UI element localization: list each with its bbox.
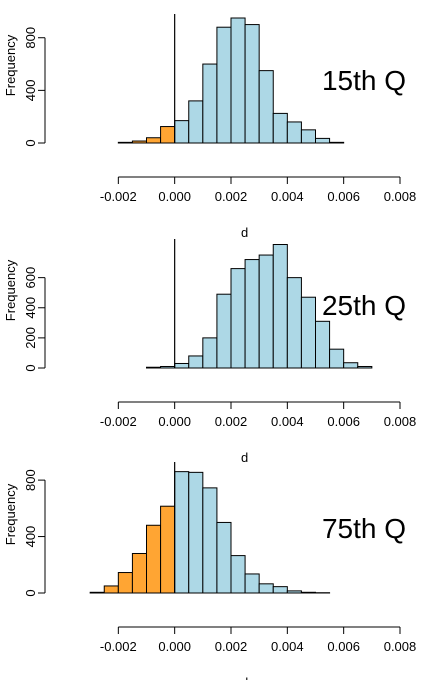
x-tick-label: 0.008	[384, 414, 417, 429]
histogram-bar	[300, 129, 316, 144]
x-tick-label: 0.006	[327, 639, 360, 654]
histogram-bar	[146, 366, 162, 369]
histogram-bar	[216, 26, 232, 144]
histogram-bar	[174, 362, 190, 369]
y-tick-label: 600	[23, 267, 38, 289]
x-tick-label: 0.006	[327, 189, 360, 204]
histogram-bar	[117, 572, 133, 594]
x-tick-label: 0.000	[158, 414, 191, 429]
x-axis-title: d	[241, 675, 248, 680]
histogram-bar	[103, 585, 119, 594]
x-tick-label: 0.004	[271, 639, 304, 654]
x-tick-label: 0.008	[384, 639, 417, 654]
histogram-bar	[272, 112, 288, 144]
x-tick-label: 0.002	[215, 639, 248, 654]
x-tick-label: 0.002	[215, 189, 248, 204]
histogram-bar	[272, 244, 288, 369]
y-tick-label: 0	[23, 364, 38, 371]
histogram-bar	[230, 268, 246, 369]
histogram-bar	[329, 348, 345, 369]
histogram-bar	[300, 591, 316, 594]
histogram-bar	[174, 471, 190, 594]
x-tick-label: 0.004	[271, 189, 304, 204]
y-tick-label: 400	[23, 80, 38, 102]
histogram-bar	[131, 140, 148, 144]
x-tick-label: -0.002	[100, 639, 137, 654]
histogram-bar	[244, 259, 260, 369]
histogram-bar	[117, 141, 133, 144]
y-tick-label: 400	[23, 297, 38, 319]
histogram-bar	[89, 591, 105, 594]
x-tick-label: 0.000	[158, 189, 191, 204]
histogram-bar	[188, 100, 204, 144]
histogram-bar	[188, 355, 204, 369]
panel-label: 15th Q	[322, 65, 406, 96]
histogram-bar	[258, 70, 274, 144]
histogram-bar	[160, 365, 176, 369]
histogram-bar	[188, 471, 204, 594]
x-tick-label: 0.002	[215, 414, 248, 429]
histogram-bar	[258, 583, 274, 594]
histogram-bar	[300, 296, 316, 369]
histogram-bar	[343, 362, 359, 369]
histogram-bar	[146, 524, 162, 594]
histogram-bar	[244, 24, 260, 144]
histogram-bar	[146, 137, 162, 144]
y-axis-title: Frequency	[3, 259, 18, 321]
histogram-bar	[160, 505, 176, 594]
histogram-bar	[202, 337, 218, 369]
histogram-bar	[286, 121, 302, 144]
x-tick-label: -0.002	[100, 189, 137, 204]
x-tick-label: 0.004	[271, 414, 304, 429]
panel-label: 75th Q	[322, 513, 406, 544]
histogram-bar	[131, 552, 148, 594]
y-axis-title: Frequency	[3, 34, 18, 96]
histogram-bar	[202, 63, 218, 144]
y-tick-label: 0	[23, 139, 38, 146]
y-tick-label: 800	[23, 27, 38, 49]
x-axis-title: d	[241, 450, 248, 465]
histogram-bar	[329, 141, 345, 144]
x-tick-label: 0.000	[158, 639, 191, 654]
histogram-bar	[230, 17, 246, 144]
histogram-bar	[216, 521, 232, 594]
histogram-bar	[244, 573, 260, 594]
histogram-bar	[286, 590, 302, 594]
histogram-bar	[315, 137, 331, 144]
histogram-bar	[174, 120, 190, 144]
histogram-bar	[286, 277, 302, 369]
histogram-bar	[272, 586, 288, 594]
histogram-bar	[202, 487, 218, 594]
y-tick-label: 0	[23, 589, 38, 596]
y-axis-title: Frequency	[3, 483, 18, 545]
panel-label: 25th Q	[322, 290, 406, 321]
histogram-bar	[315, 320, 331, 369]
x-tick-label: 0.006	[327, 414, 360, 429]
y-tick-label: 200	[23, 327, 38, 349]
x-tick-label: 0.008	[384, 189, 417, 204]
histogram-bar	[230, 555, 246, 594]
y-tick-label: 400	[23, 526, 38, 548]
histogram-bar	[258, 254, 274, 369]
x-axis-title: d	[241, 225, 248, 240]
histogram-bar	[357, 365, 373, 369]
y-tick-label: 800	[23, 469, 38, 491]
histogram-bar	[160, 126, 176, 144]
x-tick-label: -0.002	[100, 414, 137, 429]
histogram-bar	[216, 293, 232, 369]
